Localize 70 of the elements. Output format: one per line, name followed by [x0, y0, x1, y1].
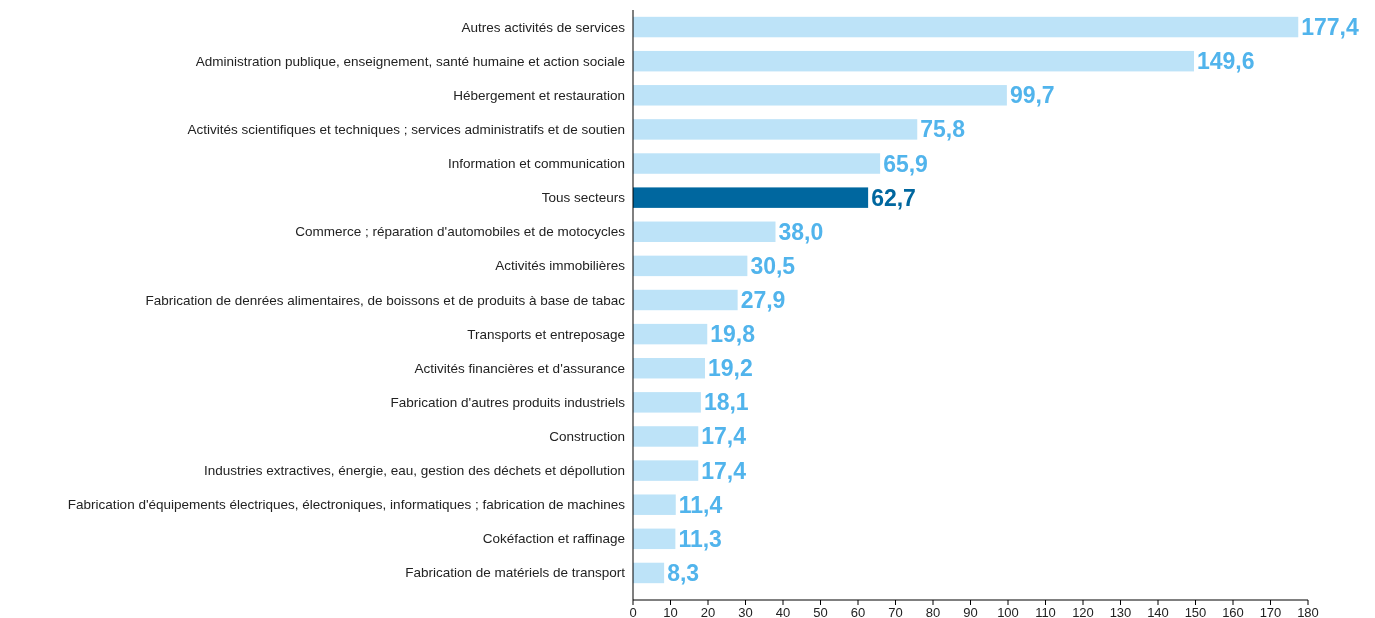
y-tick-label: Activités immobilières — [495, 258, 626, 274]
y-tick-label: Fabrication de denrées alimentaires, de boissons et de produits à base de tabac — [145, 292, 626, 308]
data-label: 8,3 — [667, 559, 700, 586]
x-tick-label: 60 — [850, 605, 866, 618]
data-label: 11,4 — [678, 491, 723, 518]
data-label: 17,4 — [701, 423, 747, 450]
bar — [633, 221, 776, 242]
data-label: 19,2 — [708, 355, 753, 382]
x-tick-label: 70 — [888, 605, 903, 618]
y-tick-label: Tous secteurs — [541, 190, 626, 206]
y-tick-label: Construction — [549, 428, 625, 444]
y-tick-label: Autres activités de services — [461, 19, 626, 35]
x-tick-label: 80 — [925, 605, 941, 618]
data-label: 30,5 — [750, 252, 796, 279]
y-tick-label: Cokéfaction et raffinage — [482, 531, 625, 547]
x-tick-label: 30 — [738, 605, 753, 618]
x-tick-label: 160 — [1222, 605, 1244, 618]
x-tick-label: 20 — [700, 605, 716, 618]
data-label: 99,7 — [1009, 82, 1055, 109]
bar — [633, 426, 699, 447]
x-tick-label: 110 — [1035, 605, 1056, 618]
x-tick-label: 120 — [1072, 605, 1094, 618]
y-tick-label: Activités financières et d'assurance — [414, 360, 625, 376]
bar — [633, 494, 676, 515]
bar — [633, 50, 1194, 72]
y-tick-label: Commerce ; réparation d'automobiles et de motocycles — [295, 224, 626, 240]
x-tick-label: 40 — [775, 605, 791, 618]
x-tick-label: 140 — [1147, 605, 1169, 618]
x-tick-label: 170 — [1259, 605, 1282, 618]
data-label: 38,0 — [778, 218, 824, 245]
x-tick-label: 150 — [1184, 605, 1207, 618]
y-tick-label: Hébergement et restauration — [453, 87, 625, 103]
bar — [633, 85, 1007, 106]
x-tick-label: 100 — [997, 605, 1019, 618]
bar — [633, 16, 1299, 38]
x-tick-label: 180 — [1297, 605, 1319, 618]
data-label: 65,9 — [883, 150, 928, 177]
y-tick-label: Transports et entreposage — [467, 326, 625, 342]
y-tick-label: Administration publique, enseignement, santé humaine et action sociale — [195, 53, 625, 69]
bar — [633, 119, 918, 140]
y-tick-label: Fabrication d'équipements électriques, électroniques, informatiques ; fabrication de machines — [67, 497, 626, 513]
bar — [633, 289, 738, 311]
bar — [633, 255, 748, 277]
bar — [633, 323, 708, 345]
y-tick-label: Industries extractives, énergie, eau, gestion des déchets et dépollution — [203, 463, 625, 479]
x-tick-label: 10 — [663, 605, 678, 618]
data-label: 177,4 — [1301, 14, 1360, 41]
x-tick-label: 0 — [629, 605, 637, 618]
bar — [633, 358, 705, 379]
bar — [633, 187, 869, 208]
x-tick-label: 130 — [1109, 605, 1132, 618]
bar — [633, 153, 881, 174]
data-label: 62,7 — [871, 184, 916, 211]
data-label: 27,9 — [740, 287, 786, 313]
data-label: 19,8 — [710, 321, 756, 348]
bar — [633, 528, 676, 550]
data-label: 18,1 — [703, 389, 749, 416]
y-tick-label: Fabrication de matériels de transport — [405, 565, 626, 581]
bar — [633, 392, 701, 413]
y-tick-label: Information et communication — [447, 156, 625, 172]
data-label: 75,8 — [920, 116, 966, 143]
data-label: 149,6 — [1197, 48, 1255, 75]
data-label: 11,3 — [678, 525, 722, 552]
data-label: 17,4 — [701, 457, 747, 484]
y-tick-label: Activités scientifiques et techniques ; services administratifs et de soutien — [187, 121, 625, 137]
bar — [633, 562, 665, 584]
x-tick-label: 90 — [963, 605, 978, 618]
x-tick-label: 50 — [813, 605, 828, 618]
bar — [633, 460, 699, 481]
y-tick-label: Fabrication d'autres produits industriels — [390, 394, 626, 410]
